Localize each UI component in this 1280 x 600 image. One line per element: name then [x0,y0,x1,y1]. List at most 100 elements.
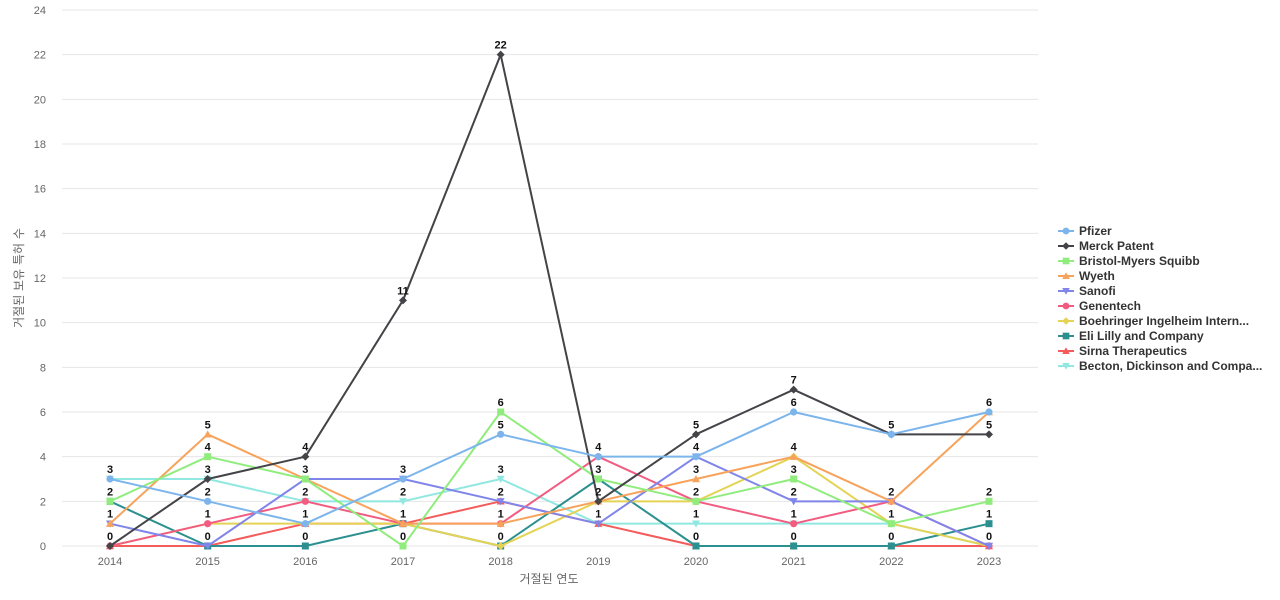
data-label: 1 [107,509,113,521]
series-line [109,455,990,547]
y-tick-label: 8 [40,362,46,374]
data-label: 0 [107,531,113,543]
legend-item[interactable]: Pfizer [1058,224,1112,238]
data-point [692,497,700,505]
data-point [496,475,505,483]
legend-marker [1062,362,1070,370]
legend-marker [1062,287,1070,295]
legend-item[interactable]: Sanofi [1058,284,1116,298]
data-label: 4 [693,442,700,454]
data-label: 3 [107,464,113,476]
series-line [109,411,990,525]
data-label: 1 [498,509,504,521]
legend-marker [1062,257,1070,265]
data-point [497,408,505,416]
data-point [106,542,114,550]
data-point [497,430,505,438]
legend-item[interactable]: Becton, Dickinson and Compa... [1058,359,1262,373]
data-label: 4 [595,442,602,454]
data-label: 4 [791,442,798,454]
x-tick-label: 2021 [781,556,805,568]
y-tick-label: 24 [34,5,46,17]
legend-label: Pfizer [1079,224,1112,238]
data-point [790,520,798,528]
legend-label: Merck Patent [1079,239,1154,253]
data-label: 2 [498,486,504,498]
data-label: 3 [400,464,406,476]
y-tick-label: 12 [34,273,46,285]
data-point [985,430,993,439]
series-bristol-myers-squibb [106,408,993,550]
data-point [496,498,505,506]
y-tick-label: 4 [40,452,46,464]
legend-marker [1062,227,1070,235]
legend-label: Bristol-Myers Squibb [1079,254,1200,268]
legend-label: Sanofi [1079,284,1116,298]
legend-item[interactable]: Sirna Therapeutics [1058,344,1187,358]
series-line [110,478,990,547]
data-label: 4 [302,442,309,454]
series-line [109,411,990,525]
data-label: 0 [302,531,308,543]
legend-item[interactable]: Genentech [1058,299,1141,313]
data-point [985,408,993,416]
data-label: 0 [791,531,797,543]
data-point [594,475,602,483]
series-line [109,411,990,547]
legend-item[interactable]: Merck Patent [1058,239,1154,253]
data-label: 5 [693,419,699,431]
x-tick-label: 2015 [195,556,219,568]
data-point [887,497,896,505]
data-point [789,452,798,460]
x-tick-label: 2022 [879,556,903,568]
data-label: 1 [888,509,894,521]
data-label: 6 [791,397,797,409]
legend-item[interactable]: Wyeth [1058,269,1115,283]
series-line [109,53,989,547]
x-axis-title: 거절된 연도 [519,572,578,586]
data-label: 7 [791,375,797,387]
series-lines [106,50,993,550]
data-label: 2 [302,486,308,498]
data-point [496,542,505,550]
y-tick-label: 16 [34,184,46,196]
data-label: 2 [986,486,992,498]
data-point [789,498,798,506]
data-point [203,542,212,550]
data-point [887,542,895,550]
legend-item[interactable]: Bristol-Myers Squibb [1058,254,1200,268]
data-label: 11 [397,285,409,297]
data-point [594,520,603,528]
x-axis-ticks: 2014 2015 2016 2017 2018 2019 2020 2021 2022 2023 [98,556,1001,568]
x-tick-label: 2020 [684,556,708,568]
legend-marker [1062,347,1070,355]
data-point [887,520,895,528]
data-label: 1 [693,509,699,521]
legend-marker [1062,272,1070,280]
data-label: 22 [495,40,507,52]
data-label: 5 [205,419,211,431]
data-point [789,385,798,394]
data-label: 0 [986,531,992,543]
data-point [399,475,407,483]
series-pfizer [106,408,993,528]
legend-item[interactable]: Eli Lilly and Company [1058,329,1204,343]
legend-label: Genentech [1079,299,1141,313]
data-point [301,497,309,505]
data-point [204,453,212,461]
grid-lines [62,9,1038,547]
data-point [496,519,505,527]
y-tick-label: 20 [34,94,46,106]
data-label: 2 [205,486,211,498]
legend-item[interactable]: Boehringer Ingelheim Intern... [1058,314,1249,328]
legend-marker [1062,302,1070,310]
data-label: 5 [498,419,504,431]
data-point [301,452,310,461]
data-point [106,519,114,527]
y-tick-label: 22 [34,50,46,62]
data-point [106,497,114,505]
data-point [203,475,212,483]
data-point [985,542,993,550]
